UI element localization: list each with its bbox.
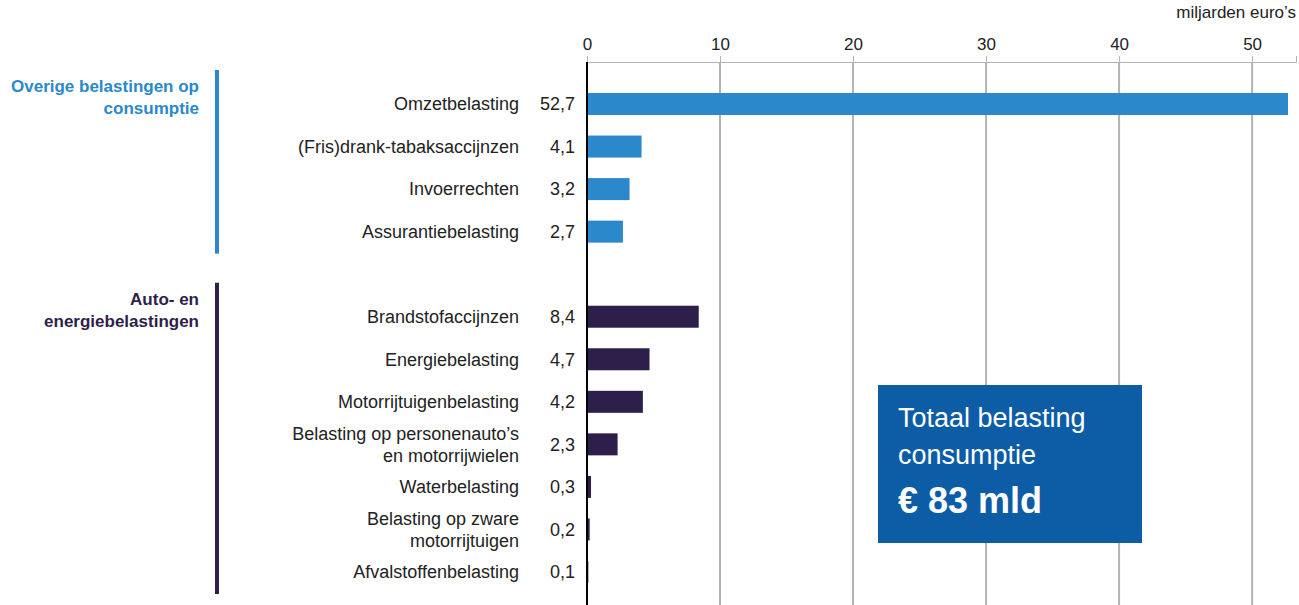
- tick: 20: [844, 35, 863, 62]
- text-line: Brandstofaccijnzen: [367, 307, 519, 327]
- axis-line: [588, 56, 1297, 63]
- text-line: Assurantiebelasting: [362, 222, 519, 242]
- group-label: Auto- en energiebelastingen: [44, 290, 199, 331]
- tick-mark: [1119, 56, 1120, 62]
- text-line: Omzetbelasting: [394, 94, 519, 114]
- chart: 0 10 20 30 40 50 miljarden euro’s Omzetbelastin…: [0, 0, 1299, 605]
- bars: [587, 93, 1288, 583]
- data-label: 2,7: [550, 222, 575, 242]
- bar: [587, 306, 699, 328]
- tick: 0: [583, 35, 592, 62]
- tick-label: 20: [844, 35, 863, 54]
- tick-label: 0: [583, 35, 592, 54]
- grid-line: [852, 62, 854, 605]
- data-label: 0,3: [550, 477, 575, 497]
- category-label: Omzetbelasting: [394, 94, 519, 114]
- text-line: Totaal belasting: [898, 403, 1086, 433]
- data-label: 3,2: [550, 179, 575, 199]
- data-label: 8,4: [550, 307, 575, 327]
- group-label: Overige belastingen op consumptie: [11, 77, 199, 118]
- text-line: Energiebelasting: [385, 350, 519, 370]
- group-bracket: [215, 70, 219, 254]
- tick-label: 50: [1243, 35, 1262, 54]
- tick-label: 40: [1110, 35, 1129, 54]
- bar: [587, 348, 650, 370]
- text-line: Belasting op zware: [367, 509, 519, 529]
- tick: 50: [1243, 35, 1262, 62]
- bar: [587, 433, 618, 455]
- tick-mark: [853, 56, 854, 62]
- tick: 40: [1110, 35, 1129, 62]
- labels: Omzetbelasting 52,7 (Fris)drank-tabaksacci…: [292, 94, 575, 582]
- bar: [587, 178, 630, 200]
- tick: 10: [711, 35, 730, 62]
- text-line: consumptie: [104, 99, 199, 118]
- text-line: Waterbelasting: [400, 477, 519, 497]
- category-label: Energiebelasting: [385, 350, 519, 370]
- category-label: Assurantiebelasting: [362, 222, 519, 242]
- grid-line: [1251, 62, 1253, 605]
- text-line: Invoerrechten: [409, 179, 519, 199]
- category-label: Motorrijtuigenbelasting: [338, 392, 519, 412]
- text-line: Auto- en: [130, 290, 199, 309]
- category-label: Waterbelasting: [400, 477, 519, 497]
- data-label: 0,2: [550, 520, 575, 540]
- tick-label: 10: [711, 35, 730, 54]
- data-label: 4,7: [550, 350, 575, 370]
- data-label: 0,1: [550, 562, 575, 582]
- bar: [587, 93, 1288, 115]
- axis-title: miljarden euro’s: [1176, 3, 1296, 22]
- tick-mark: [587, 56, 588, 62]
- category-label: Belasting op zwaremotorrijtuigen: [367, 509, 519, 551]
- tick-mark: [720, 56, 721, 62]
- text-line: Motorrijtuigenbelasting: [338, 392, 519, 412]
- data-label: 4,1: [550, 137, 575, 157]
- data-label: 52,7: [540, 94, 575, 114]
- annotation-text: € 83 mld: [898, 480, 1042, 521]
- text-line: motorrijtuigen: [410, 531, 519, 551]
- category-label: Brandstofaccijnzen: [367, 307, 519, 327]
- group-bracket: [215, 283, 219, 594]
- category-label: (Fris)drank-tabaksaccijnzen: [298, 137, 519, 157]
- text-line: en motorrijwielen: [383, 446, 519, 466]
- grid-line: [586, 62, 588, 605]
- bar: [587, 391, 643, 413]
- tick-mark: [986, 56, 987, 62]
- annotation-box: [878, 385, 1142, 543]
- tick-mark: [1252, 56, 1253, 62]
- bar: [587, 221, 623, 243]
- tick-label: 30: [977, 35, 996, 54]
- text-line: Afvalstoffenbelasting: [353, 562, 519, 582]
- tick: 30: [977, 35, 996, 62]
- x-axis: 0 10 20 30 40 50: [583, 35, 1297, 63]
- category-label: Belasting op personenauto’sen motorrijwi…: [292, 424, 519, 466]
- text-line: energiebelastingen: [44, 312, 199, 331]
- data-label: 4,2: [550, 392, 575, 412]
- grid: [587, 62, 1252, 605]
- baseline: [586, 62, 588, 605]
- data-label: 2,3: [550, 435, 575, 455]
- bar: [587, 136, 642, 158]
- category-label: Invoerrechten: [409, 179, 519, 199]
- category-label: Afvalstoffenbelasting: [353, 562, 519, 582]
- text-line: Belasting op personenauto’s: [292, 424, 519, 444]
- grid-line: [719, 62, 721, 605]
- annotation: Totaal belasting consumptie € 83 mld: [878, 385, 1142, 543]
- text-line: consumptie: [898, 440, 1036, 470]
- annotation-title: Totaal belasting consumptie: [898, 403, 1086, 470]
- text-line: Overige belastingen op: [11, 77, 199, 96]
- text-line: (Fris)drank-tabaksaccijnzen: [298, 137, 519, 157]
